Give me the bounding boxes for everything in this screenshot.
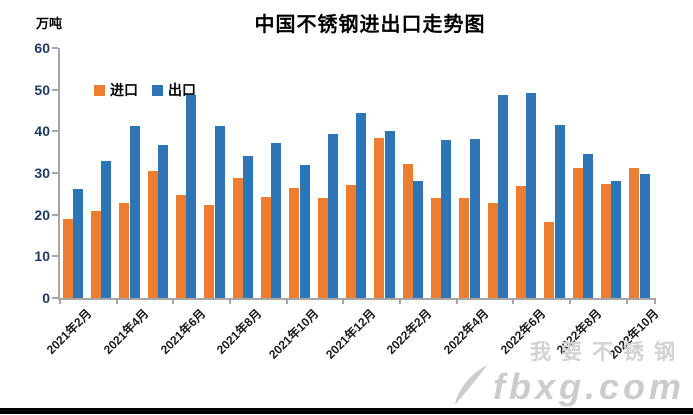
export-bar xyxy=(186,94,197,298)
import-bar xyxy=(544,222,555,298)
x-axis-tick xyxy=(59,298,61,304)
x-axis-tick xyxy=(512,298,515,304)
import-bar xyxy=(204,205,215,298)
x-axis-tick xyxy=(569,298,571,304)
export-bar xyxy=(583,153,593,298)
export-bar xyxy=(384,130,395,298)
import-bar xyxy=(459,198,470,298)
legend-import-label: 进口 xyxy=(110,82,138,98)
x-axis-tick xyxy=(455,298,458,304)
export-bar xyxy=(554,125,565,298)
export-bar xyxy=(498,95,508,298)
import-bar xyxy=(345,185,356,298)
export-swatch-icon xyxy=(152,84,163,96)
export-bar xyxy=(611,180,622,298)
y-axis-tick-label: 10 xyxy=(34,248,50,265)
export-bar xyxy=(271,143,282,298)
import-bar xyxy=(515,185,526,298)
plot-area: 0 10 20 30 40 50 60 2021年2月 2021年4月 2021年6月 2021年8… xyxy=(34,40,661,362)
export-bar xyxy=(158,144,168,298)
export-bar xyxy=(469,139,480,298)
export-bar xyxy=(413,180,423,298)
import-bar xyxy=(260,196,271,298)
export-bar xyxy=(356,113,367,298)
import-bar xyxy=(62,219,73,298)
legend: 进口 出口 xyxy=(94,80,196,100)
import-bar xyxy=(374,138,385,298)
x-axis-tick xyxy=(172,298,175,304)
import-bar xyxy=(402,163,413,298)
x-axis-tick xyxy=(342,298,345,304)
legend-item-export: 出口 xyxy=(152,80,196,100)
export-bar xyxy=(214,126,225,298)
x-axis-tick xyxy=(625,298,628,304)
import-bar xyxy=(317,197,328,298)
y-axis-tick xyxy=(52,255,58,258)
y-axis-tick xyxy=(52,213,58,216)
x-axis-tick xyxy=(115,298,118,304)
export-bar xyxy=(639,173,650,298)
export-bar xyxy=(129,126,140,298)
legend-export-label: 出口 xyxy=(168,82,196,98)
y-axis-tick-label: 0 xyxy=(42,290,50,306)
chart-title: 中国不锈钢进出口走势图 xyxy=(254,14,486,36)
export-bar xyxy=(441,139,452,298)
import-bar xyxy=(90,211,101,298)
import-bar xyxy=(147,170,158,298)
import-bar xyxy=(175,194,186,298)
import-bar xyxy=(572,168,583,298)
bottom-border-line xyxy=(0,408,693,414)
import-bar xyxy=(600,184,611,298)
import-bar xyxy=(232,177,243,298)
y-axis-tick xyxy=(52,88,58,91)
y-axis-tick-label: 30 xyxy=(34,165,50,181)
y-axis-tick xyxy=(52,130,58,133)
import-swatch-icon xyxy=(94,84,105,96)
y-axis-tick xyxy=(52,172,58,174)
import-bar xyxy=(629,168,640,298)
import-bar xyxy=(289,187,300,298)
x-axis-tick xyxy=(229,298,231,304)
y-axis-tick-label: 40 xyxy=(34,123,50,140)
y-axis-tick-label: 60 xyxy=(34,40,50,56)
y-axis-tick-label: 50 xyxy=(34,81,50,98)
y-axis-tick xyxy=(52,297,58,299)
y-axis-unit-label: 万吨 xyxy=(36,16,63,31)
legend-item-import: 进口 xyxy=(94,80,138,100)
y-axis-tick-label: 20 xyxy=(34,206,50,223)
import-bar xyxy=(119,203,130,298)
import-bar xyxy=(487,203,498,298)
x-axis-tick xyxy=(399,298,401,304)
import-bar xyxy=(430,198,441,298)
export-bar xyxy=(243,156,253,298)
export-bar xyxy=(101,160,112,298)
export-bar xyxy=(299,165,310,298)
export-bar xyxy=(73,188,83,298)
export-bar xyxy=(328,133,338,298)
export-bar xyxy=(526,93,537,298)
y-axis-tick xyxy=(52,47,58,49)
x-axis-tick xyxy=(285,298,288,304)
x-axis-tick xyxy=(654,298,656,304)
